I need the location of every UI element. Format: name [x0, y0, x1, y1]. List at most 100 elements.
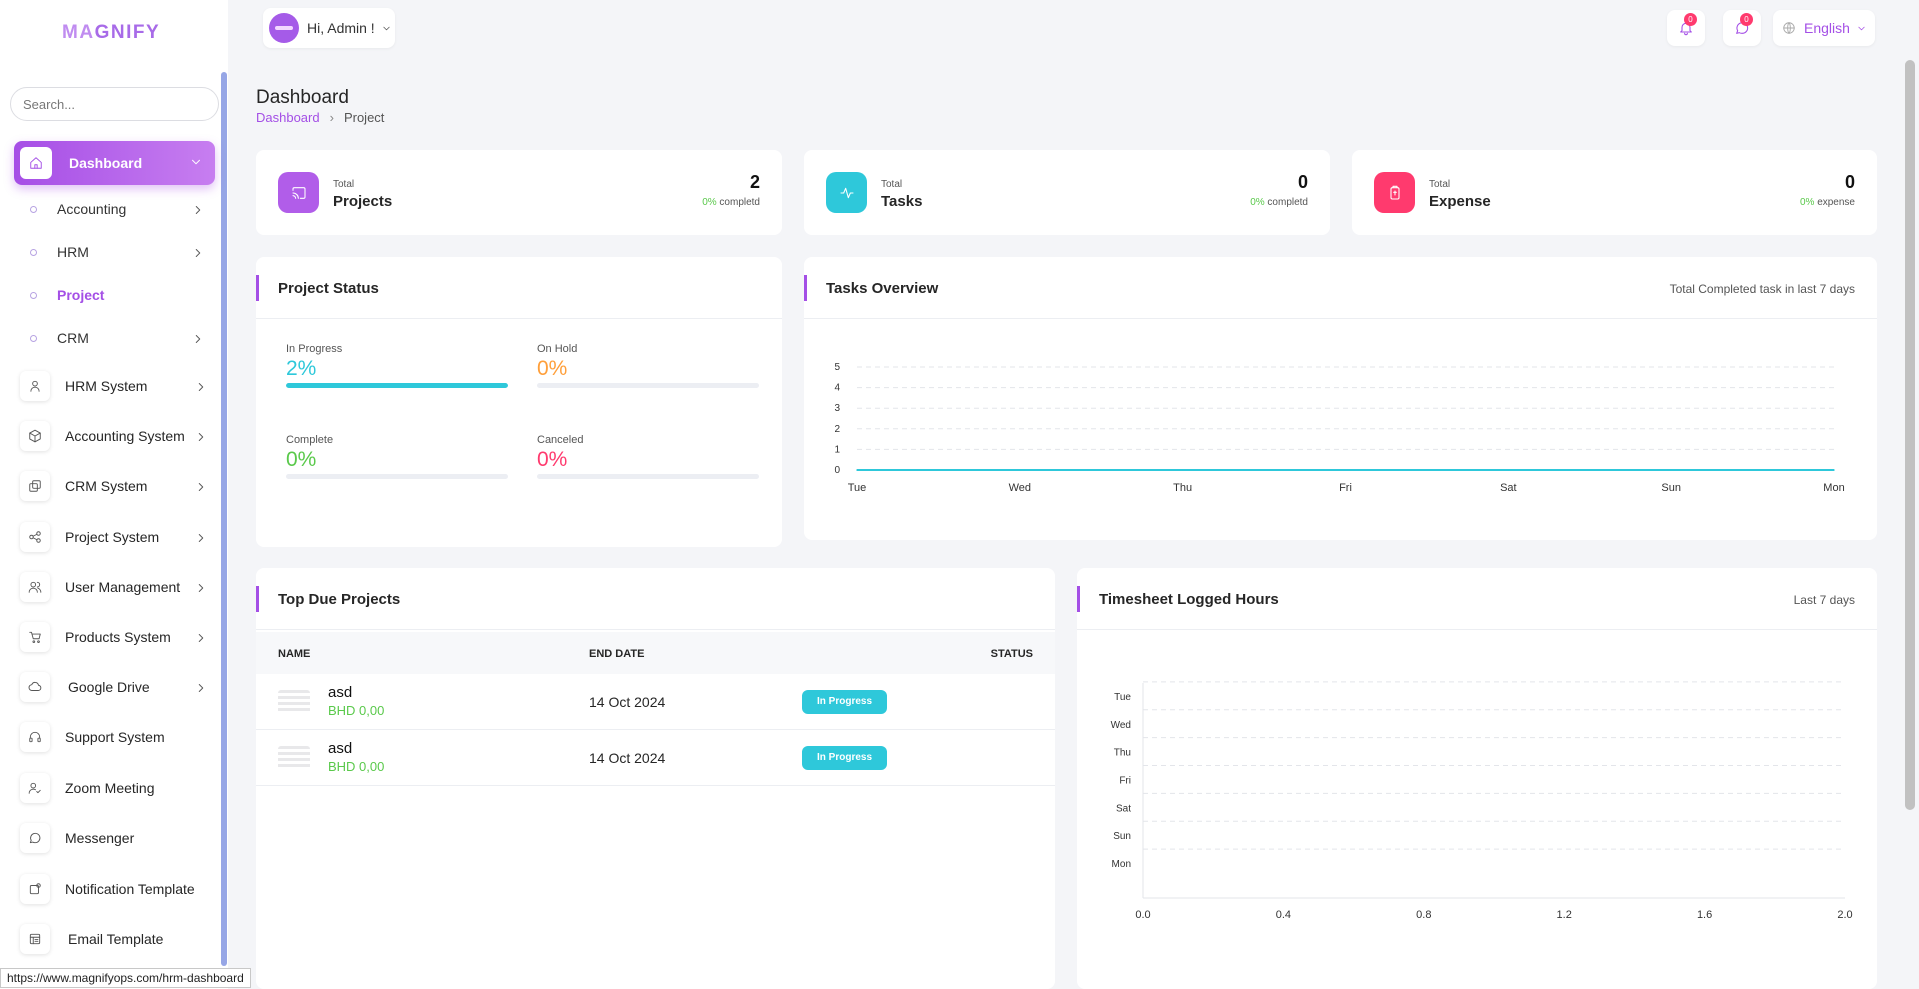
- card-header: Project Status: [256, 257, 782, 319]
- sidebar-item-dashboard[interactable]: Dashboard: [14, 141, 215, 185]
- status-label: In Progress: [286, 343, 343, 355]
- status-value: 0%: [537, 448, 568, 471]
- project-status-card: Project Status In Progress 2% On Hold 0%…: [256, 257, 782, 547]
- stat-value: 0: [1297, 172, 1308, 192]
- sidebar-item-zoom-meeting[interactable]: Zoom Meeting: [20, 772, 208, 804]
- sidebar-item-label: Project System: [65, 529, 160, 545]
- sidebar-search-input[interactable]: [10, 87, 219, 121]
- top-due-projects-card: Top Due Projects NAME END DATE STATUS as…: [256, 568, 1055, 989]
- sidebar-item-label: CRM System: [65, 478, 148, 494]
- activity-icon: [826, 172, 867, 213]
- y-tick-label: Tue: [1114, 692, 1131, 703]
- notifications-button[interactable]: 0: [1667, 10, 1705, 46]
- sidebar-item-google-drive[interactable]: Google Drive: [20, 671, 208, 703]
- card-header: Timesheet Logged Hours Last 7 days: [1077, 568, 1877, 630]
- sidebar-item-user-management[interactable]: User Management: [20, 571, 208, 603]
- data-point: [1344, 469, 1347, 471]
- sidebar-subitem-accounting[interactable]: Accounting: [30, 197, 205, 221]
- column-header-name: NAME: [278, 648, 311, 660]
- y-tick-label: 1: [834, 444, 840, 455]
- messages-button[interactable]: 0: [1723, 10, 1761, 46]
- sidebar-scrollbar[interactable]: [221, 72, 227, 966]
- user-menu[interactable]: Hi, Admin !: [263, 8, 395, 48]
- status-on-hold: On Hold 0%: [537, 343, 759, 388]
- chevron-right-icon: [195, 335, 201, 343]
- sidebar-item-messenger[interactable]: Messenger: [20, 822, 208, 854]
- y-tick-label: Wed: [1111, 720, 1131, 731]
- sidebar-item-project-system[interactable]: Project System: [20, 521, 208, 553]
- page-scrollbar[interactable]: [1905, 60, 1915, 810]
- bullet-icon: [30, 248, 37, 256]
- message-badge: 0: [1740, 13, 1753, 26]
- stat-percent-label: completd: [719, 197, 760, 208]
- globe-icon: [1783, 22, 1795, 34]
- language-selector[interactable]: English: [1773, 10, 1875, 46]
- sidebar-item-label: Messenger: [65, 830, 135, 846]
- status-in-progress: In Progress 2%: [286, 343, 508, 388]
- y-tick-label: 4: [834, 383, 840, 394]
- chevron-right-icon: [195, 206, 201, 214]
- cloud-icon: [20, 672, 50, 702]
- logo-text-b: GNIFY: [94, 22, 161, 43]
- user-icon: [20, 371, 50, 401]
- data-point: [1507, 469, 1510, 471]
- sidebar-item-accounting-system[interactable]: Accounting System: [20, 420, 208, 452]
- table-row[interactable]: asd BHD 0,00 14 Oct 2024 In Progress: [256, 730, 1055, 786]
- sidebar-item-hrm-system[interactable]: HRM System: [20, 370, 208, 402]
- breadcrumb-home-link[interactable]: Dashboard: [256, 110, 320, 125]
- project-cost: BHD 0,00: [328, 703, 385, 718]
- sidebar-subitem-label: Accounting: [57, 201, 127, 217]
- x-tick-label: 2.0: [1837, 909, 1852, 921]
- breadcrumb-separator-icon: ›: [329, 110, 334, 125]
- stat-value: 0: [1844, 172, 1855, 192]
- y-tick-label: Sat: [1116, 803, 1131, 814]
- breadcrumb: Dashboard › Project: [256, 110, 384, 125]
- sidebar-item-support-system[interactable]: Support System: [20, 721, 208, 753]
- bullet-icon: [30, 291, 37, 299]
- chevron-right-icon: [198, 634, 204, 642]
- stat-subtext: 0% completd: [702, 197, 760, 208]
- bullet-icon: [30, 205, 37, 213]
- sidebar-item-label: Products System: [65, 629, 171, 645]
- project-name[interactable]: asd: [328, 684, 353, 701]
- status-badge: In Progress: [802, 690, 888, 714]
- sidebar-item-crm-system[interactable]: CRM System: [20, 470, 208, 502]
- data-point: [1181, 469, 1184, 471]
- chevron-down-icon: [1858, 26, 1865, 30]
- project-end-date: 14 Oct 2024: [589, 750, 666, 766]
- sidebar-subitem-label: Project: [57, 287, 105, 303]
- sidebar-subitem-hrm[interactable]: HRM: [30, 240, 205, 264]
- card-title: Top Due Projects: [278, 591, 401, 608]
- status-complete: Complete 0%: [286, 434, 508, 479]
- x-tick-label: Sat: [1500, 482, 1517, 494]
- sidebar-item-label: Notification Template: [65, 881, 195, 897]
- timesheet-bar-chart: Tue Wed Thu Fri Sat Sun Mon 0.0 0.4 0.8 1.2 1.6 2.0: [1111, 681, 1853, 921]
- share-icon: [20, 522, 50, 552]
- sidebar-item-label: Google Drive: [68, 679, 150, 695]
- project-name[interactable]: asd: [328, 740, 353, 757]
- status-progress-bar: [537, 474, 759, 479]
- message-icon: [20, 823, 50, 853]
- home-icon: [20, 147, 52, 179]
- sidebar-subitem-project[interactable]: Project: [30, 283, 205, 307]
- page-title: Dashboard: [256, 87, 349, 108]
- chat-icon: [1736, 22, 1749, 34]
- table-row[interactable]: asd BHD 0,00 14 Oct 2024 In Progress: [256, 674, 1055, 730]
- language-label: English: [1804, 20, 1850, 36]
- sidebar-item-label: Support System: [65, 729, 165, 745]
- sidebar-item-notification-template[interactable]: Notification Template: [20, 873, 208, 905]
- user-check-icon: [20, 773, 50, 803]
- sidebar-item-email-template[interactable]: Email Template: [20, 923, 208, 955]
- card-subtitle: Last 7 days: [1793, 593, 1855, 607]
- sidebar-item-products-system[interactable]: Products System: [20, 621, 208, 653]
- data-point: [1019, 469, 1021, 471]
- card-title: Timesheet Logged Hours: [1099, 591, 1279, 608]
- chevron-right-icon: [198, 433, 204, 441]
- status-label: Complete: [286, 434, 334, 446]
- stat-small-label: Total: [881, 179, 903, 190]
- app-logo[interactable]: MAGNIFY: [62, 22, 160, 44]
- sidebar: MAGNIFY Dashboard Accounting HRM Project…: [0, 0, 228, 989]
- timesheet-card: Timesheet Logged Hours Last 7 days Tue We…: [1077, 568, 1877, 989]
- logo-text-a: MA: [62, 22, 95, 43]
- sidebar-subitem-crm[interactable]: CRM: [30, 326, 205, 350]
